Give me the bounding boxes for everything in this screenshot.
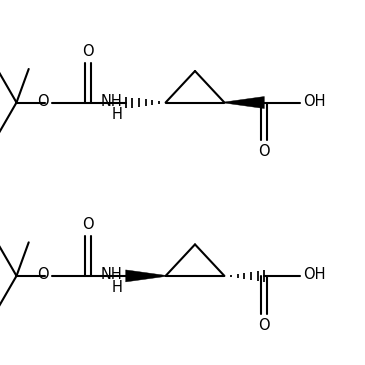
Text: NH: NH xyxy=(101,94,123,109)
Text: O: O xyxy=(38,268,49,283)
Text: OH: OH xyxy=(303,94,326,109)
Text: H: H xyxy=(112,280,123,296)
Text: O: O xyxy=(82,44,94,59)
Text: NH: NH xyxy=(101,268,123,283)
Polygon shape xyxy=(126,270,166,282)
Text: O: O xyxy=(258,144,270,160)
Text: O: O xyxy=(38,94,49,109)
Polygon shape xyxy=(224,96,264,108)
Text: OH: OH xyxy=(303,268,326,283)
Text: O: O xyxy=(82,217,94,232)
Text: O: O xyxy=(258,318,270,333)
Text: H: H xyxy=(112,107,123,122)
